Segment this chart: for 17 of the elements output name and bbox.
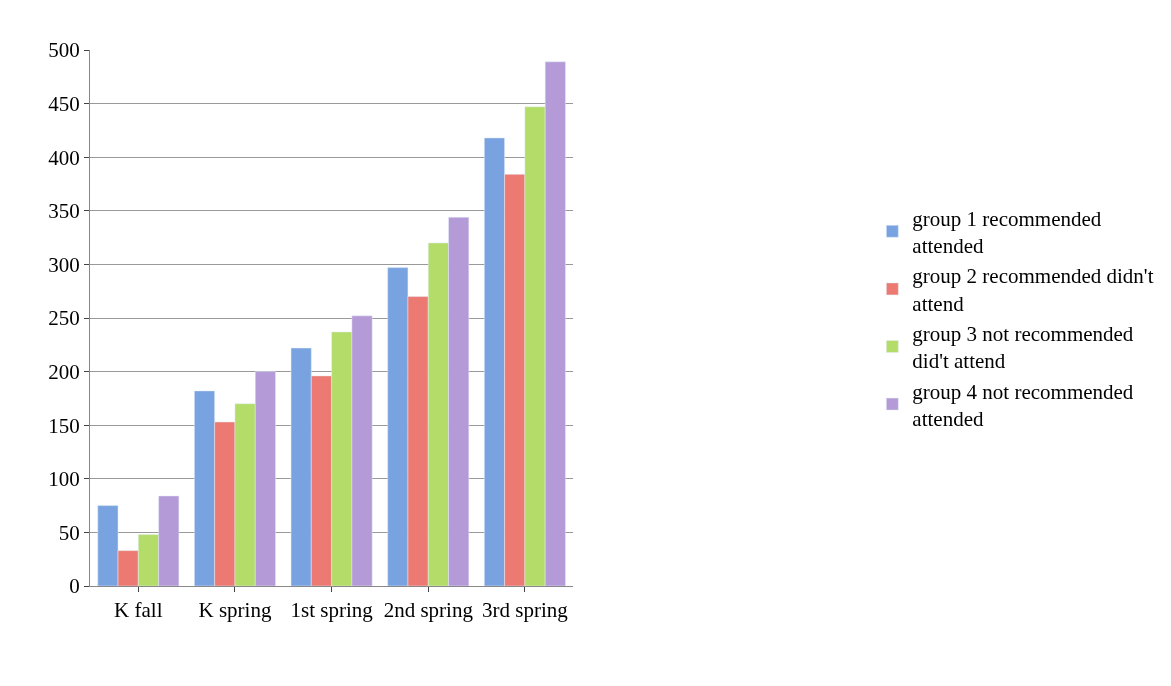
x-tick-label: K fall bbox=[114, 598, 163, 623]
y-tick-label: 200 bbox=[48, 359, 80, 384]
legend-label: group 4 not recommended attended bbox=[912, 379, 1134, 431]
y-tick-label: 350 bbox=[48, 199, 80, 224]
x-tick-label: 1st spring bbox=[290, 598, 374, 623]
y-tick-label: 100 bbox=[48, 467, 80, 492]
y-tick-label: 50 bbox=[58, 520, 80, 545]
y-tick-label: 450 bbox=[48, 91, 80, 116]
y-tick-label: 400 bbox=[48, 145, 80, 170]
y-tick-label: 500 bbox=[48, 38, 80, 63]
y-tick-label: 250 bbox=[48, 306, 80, 331]
x-tick-label: 2nd spring bbox=[383, 598, 474, 623]
y-tick-label: 300 bbox=[48, 252, 80, 277]
x-tick-label: 3rd spring bbox=[482, 598, 569, 623]
y-tick-label: 150 bbox=[48, 413, 80, 438]
y-tick-label: 0 bbox=[69, 574, 80, 599]
x-tick-label: K spring bbox=[198, 598, 272, 623]
